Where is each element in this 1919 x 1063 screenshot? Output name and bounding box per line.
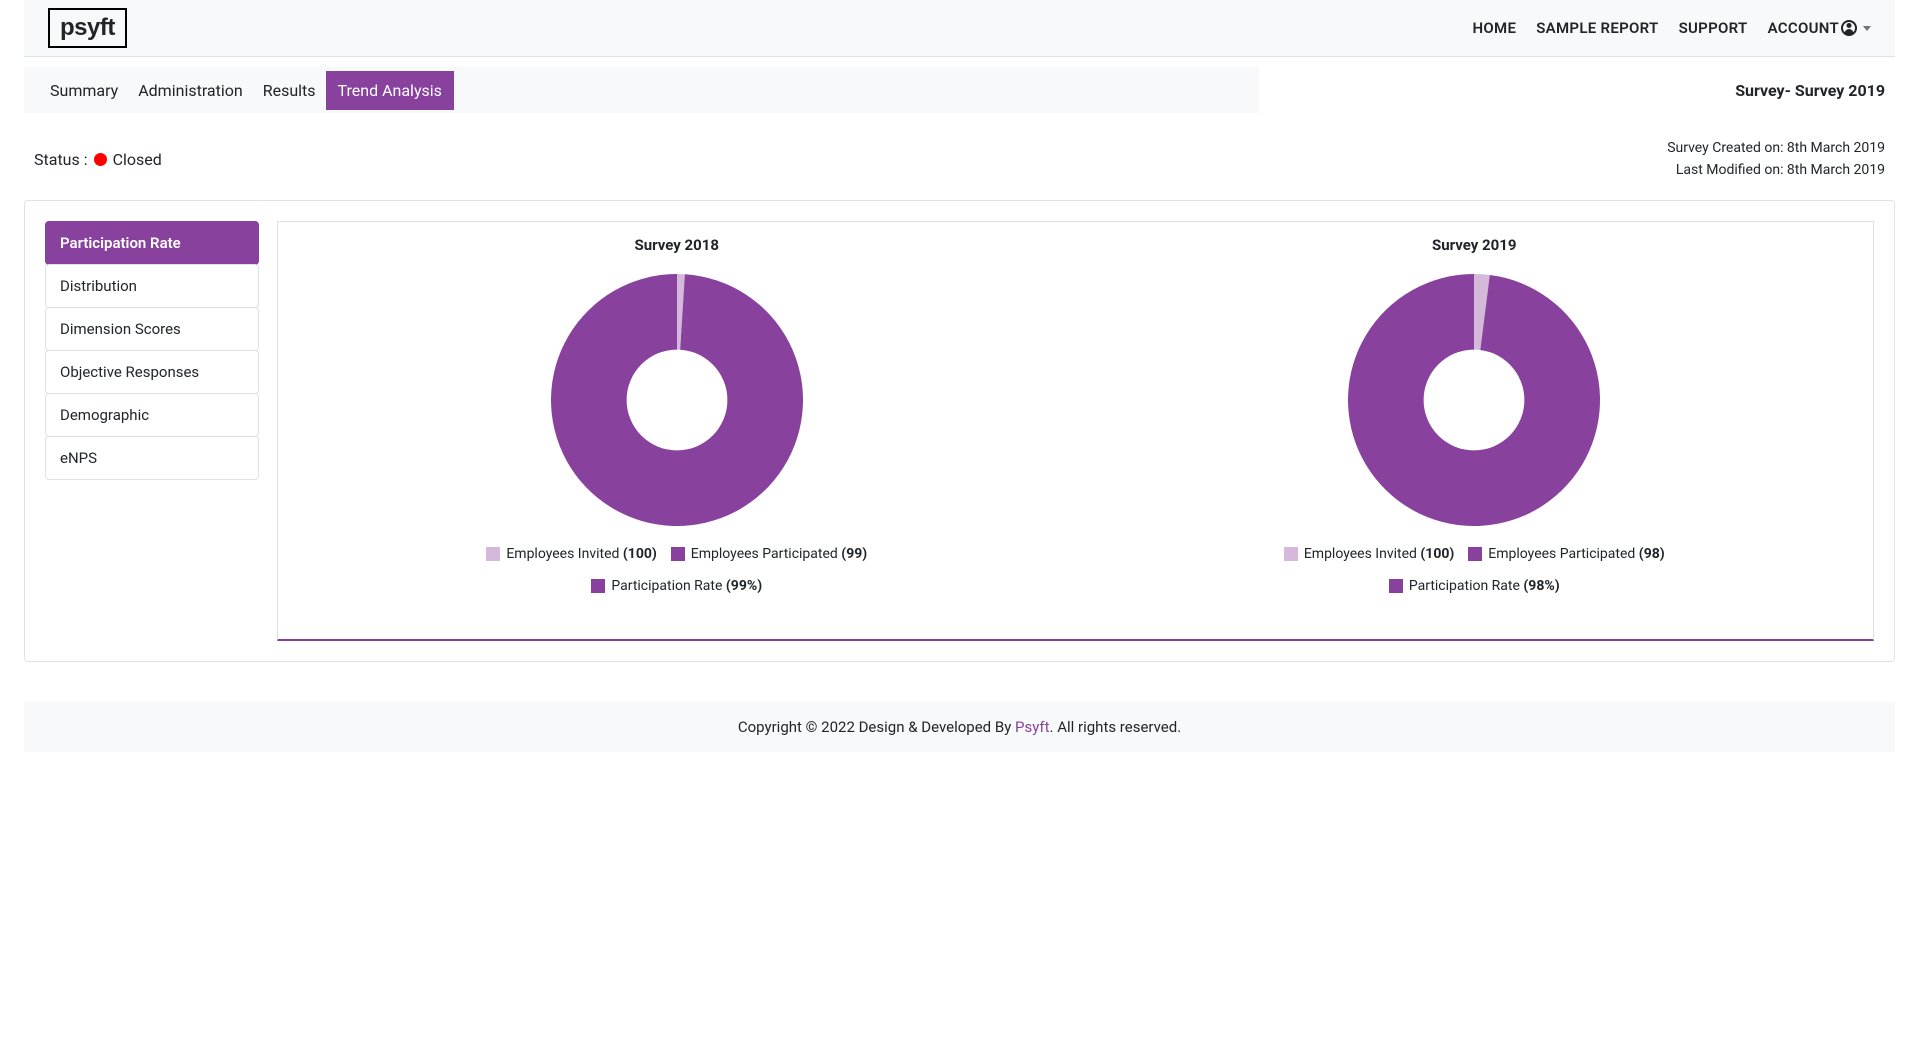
- tab-summary[interactable]: Summary: [40, 71, 128, 110]
- status-value: Closed: [113, 150, 162, 169]
- legend-swatch-icon: [591, 579, 605, 593]
- top-nav: HOME SAMPLE REPORT SUPPORT ACCOUNT: [1472, 19, 1871, 37]
- nav-account-label: ACCOUNT: [1768, 19, 1839, 37]
- legend-swatch-icon: [671, 547, 685, 561]
- legend-item: Employees Participated (99): [671, 546, 867, 562]
- legend-label: Employees Invited (100): [506, 546, 656, 562]
- legend-item: Employees Invited (100): [1284, 546, 1454, 562]
- nav-account[interactable]: ACCOUNT: [1768, 19, 1871, 37]
- legend-item: Employees Participated (98): [1468, 546, 1664, 562]
- footer-post: . All rights reserved.: [1050, 718, 1182, 736]
- chart-title: Survey 2019: [1096, 236, 1854, 254]
- footer-link[interactable]: Psyft: [1015, 718, 1050, 736]
- sidebar-item-distribution[interactable]: Distribution: [45, 264, 259, 308]
- donut-chart: [1096, 274, 1854, 526]
- chart-column-0: Survey 2018Employees Invited (100)Employ…: [298, 236, 1056, 611]
- legend-swatch-icon: [1284, 547, 1298, 561]
- user-icon: [1841, 20, 1857, 36]
- legend-label: Participation Rate (99%): [611, 578, 762, 594]
- tab-trend-analysis[interactable]: Trend Analysis: [326, 71, 454, 110]
- sidebar-item-demographic[interactable]: Demographic: [45, 393, 259, 437]
- nav-sample-report[interactable]: SAMPLE REPORT: [1536, 19, 1658, 37]
- tabs: Summary Administration Results Trend Ana…: [40, 67, 454, 113]
- chart-legend: Employees Invited (100) Employees Partici…: [298, 546, 1056, 594]
- sidebar-item-enps[interactable]: eNPS: [45, 436, 259, 480]
- subheader: Summary Administration Results Trend Ana…: [24, 67, 1895, 113]
- nav-home[interactable]: HOME: [1472, 19, 1516, 37]
- legend-swatch-icon: [486, 547, 500, 561]
- tab-administration[interactable]: Administration: [128, 71, 253, 110]
- meta-created: Survey Created on: 8th March 2019: [1667, 137, 1885, 159]
- legend-swatch-icon: [1389, 579, 1403, 593]
- status-left: Status : Closed: [34, 137, 162, 182]
- chart-legend: Employees Invited (100) Employees Partici…: [1096, 546, 1854, 594]
- chevron-down-icon: [1863, 26, 1871, 31]
- chart-title: Survey 2018: [298, 236, 1056, 254]
- status-label: Status :: [34, 150, 88, 169]
- main-card: Participation RateDistributionDimension …: [24, 200, 1895, 662]
- sidebar-item-objective[interactable]: Objective Responses: [45, 350, 259, 394]
- meta-modified: Last Modified on: 8th March 2019: [1667, 159, 1885, 181]
- nav-support[interactable]: SUPPORT: [1679, 19, 1748, 37]
- status-dot-icon: [94, 153, 107, 166]
- legend-swatch-icon: [1468, 547, 1482, 561]
- status-meta: Survey Created on: 8th March 2019 Last M…: [1667, 137, 1885, 182]
- top-header: psyft HOME SAMPLE REPORT SUPPORT ACCOUNT: [24, 0, 1895, 57]
- legend-item: Employees Invited (100): [486, 546, 656, 562]
- legend-label: Employees Participated (99): [691, 546, 867, 562]
- tabs-container: Summary Administration Results Trend Ana…: [24, 67, 1259, 113]
- brand-logo[interactable]: psyft: [48, 8, 127, 48]
- page-footer: Copyright © 2022 Design & Developed By P…: [24, 702, 1895, 752]
- legend-label: Employees Participated (98): [1488, 546, 1664, 562]
- analysis-sidebar: Participation RateDistributionDimension …: [45, 221, 259, 641]
- footer-pre: Copyright © 2022 Design & Developed By: [738, 718, 1015, 736]
- chart-column-1: Survey 2019Employees Invited (100)Employ…: [1096, 236, 1854, 611]
- legend-item-rate: Participation Rate (98%): [1389, 578, 1560, 594]
- legend-item-rate: Participation Rate (99%): [591, 578, 762, 594]
- donut-chart: [298, 274, 1056, 526]
- tab-results[interactable]: Results: [253, 71, 326, 110]
- status-row: Status : Closed Survey Created on: 8th M…: [0, 113, 1919, 190]
- charts-panel: Survey 2018Employees Invited (100)Employ…: [277, 221, 1874, 641]
- legend-label: Participation Rate (98%): [1409, 578, 1560, 594]
- sidebar-item-dimension[interactable]: Dimension Scores: [45, 307, 259, 351]
- sidebar-item-participation[interactable]: Participation Rate: [45, 221, 259, 265]
- survey-title: Survey- Survey 2019: [1735, 67, 1895, 113]
- legend-label: Employees Invited (100): [1304, 546, 1454, 562]
